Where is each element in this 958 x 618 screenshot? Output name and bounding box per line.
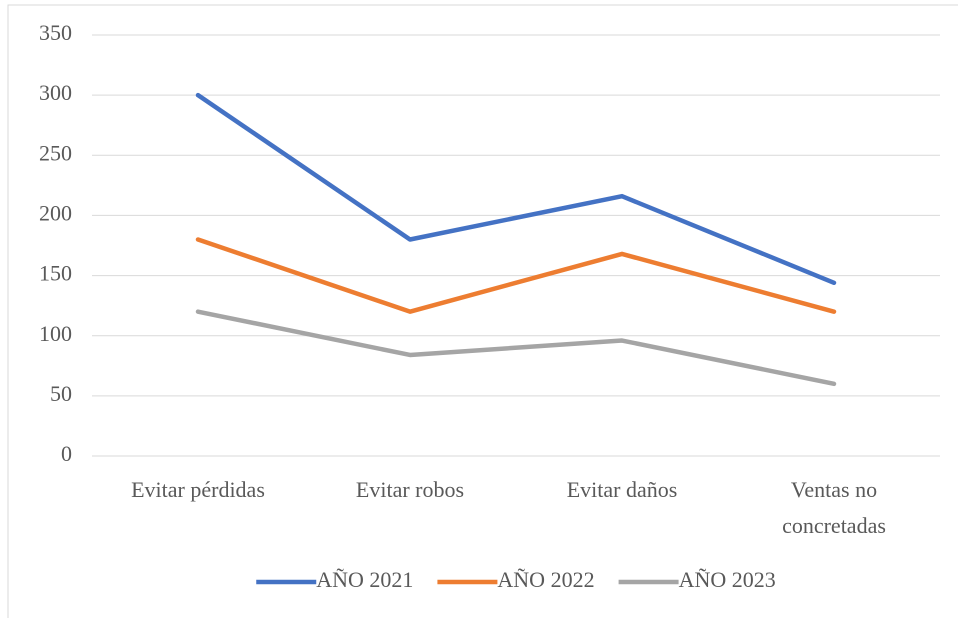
y-tick-label: 350: [39, 20, 72, 45]
y-tick-label: 50: [50, 381, 72, 406]
legend-label: AÑO 2022: [497, 567, 594, 592]
chart-frame: [7, 4, 958, 618]
x-tick-label: Ventas no concretadas: [782, 477, 886, 538]
y-tick-label: 250: [39, 140, 72, 165]
x-tick-label: Evitar pérdidas: [131, 477, 265, 502]
y-tick-label: 0: [61, 441, 72, 466]
legend-label: AÑO 2023: [679, 567, 776, 592]
x-tick-label: Evitar robos: [356, 477, 464, 502]
legend-label: AÑO 2021: [316, 567, 413, 592]
y-tick-label: 200: [39, 200, 72, 225]
series-line: [195, 92, 837, 286]
x-tick-label: Evitar daños: [567, 477, 678, 502]
y-tick-label: 150: [39, 261, 72, 286]
series-line: [195, 237, 837, 314]
series-line: [195, 309, 837, 387]
y-tick-label: 100: [39, 321, 72, 346]
y-tick-label: 300: [39, 80, 72, 105]
